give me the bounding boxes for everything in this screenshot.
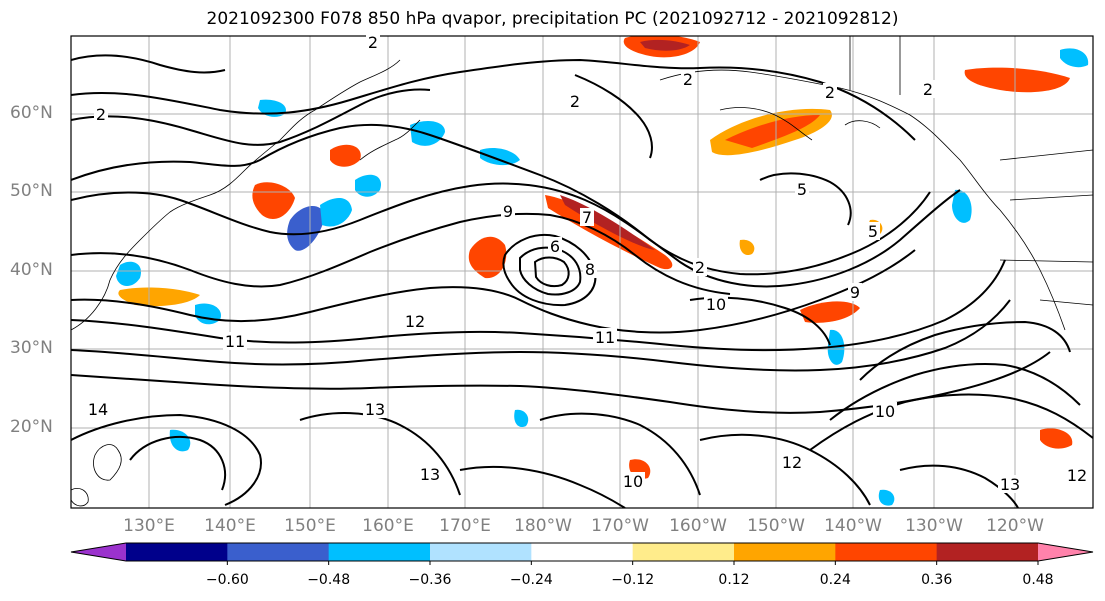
colorbar-segment (835, 543, 938, 561)
contour-label-bg (998, 475, 1022, 493)
contour-label-bg (403, 312, 427, 330)
plot-area (71, 36, 1093, 508)
contour-label-bg (366, 33, 380, 51)
colorbar-segment (1038, 543, 1093, 561)
contour-label: 12 (1067, 466, 1087, 485)
contour-label-bg (693, 258, 707, 276)
colorbar-segment (227, 543, 330, 561)
contour-label-bg (94, 105, 108, 123)
contour-label: 14 (88, 400, 108, 419)
contour-label-bg (848, 283, 862, 301)
contour-label-bg (681, 70, 695, 88)
contour-label: 5 (797, 180, 807, 199)
lon-label-130e: 130°E (123, 516, 175, 536)
contour-label-bg (873, 402, 897, 420)
colorbar-segment (126, 543, 228, 561)
anomaly-shading (116, 36, 1089, 506)
lat-label-60n: 60°N (10, 103, 53, 123)
contour-label: 11 (595, 328, 615, 347)
lon-label-150e: 150°E (284, 516, 336, 536)
contour-label-bg (568, 92, 582, 110)
contour-label: 5 (868, 222, 878, 241)
colorbar (70, 542, 1094, 565)
lon-label-170e: 170°E (439, 516, 491, 536)
lon-label-130w: 130°W (905, 516, 963, 536)
contour-label: 13 (1000, 475, 1020, 494)
contour-label-bg (823, 83, 837, 101)
colorbar-segment (71, 543, 126, 561)
contour-label: 2 (96, 105, 106, 124)
lat-label-20n: 20°N (10, 417, 53, 437)
lon-label-180w: 180°W (514, 516, 572, 536)
contour-label-bg (593, 328, 617, 346)
colorbar-segment (936, 543, 1039, 561)
contour-label-bg (501, 202, 515, 220)
contour-label: 11 (225, 332, 245, 351)
contour-label: 9 (850, 283, 860, 302)
lat-label-30n: 30°N (10, 338, 53, 358)
colorbar-tick-label: −0.36 (408, 572, 452, 588)
colorbar-segment (531, 543, 634, 561)
contour-label: 10 (623, 472, 643, 491)
lon-label-170w: 170°W (591, 516, 649, 536)
contour-label: 2 (825, 83, 835, 102)
contour-label-bg (418, 465, 442, 483)
lon-label-120w: 120°W (986, 516, 1044, 536)
contour-label-bg (86, 400, 110, 418)
lat-label-40n: 40°N (10, 260, 53, 280)
contour-label: 9 (503, 202, 513, 221)
colorbar-tick-label: −0.24 (509, 572, 553, 588)
lon-label-160w: 160°W (669, 516, 727, 536)
colorbar-tick-label: 0.48 (1022, 572, 1054, 588)
coastlines (71, 36, 1093, 507)
contour-label-bg (795, 180, 809, 198)
contour-label: 10 (706, 295, 726, 314)
contour-label: 2 (683, 70, 693, 89)
colorbar-segment (328, 543, 431, 561)
lat-label-50n: 50°N (10, 181, 53, 201)
lon-label-160e: 160°E (362, 516, 414, 536)
colorbar-tick-label: 0.24 (819, 572, 851, 588)
contour-label: 13 (420, 465, 440, 484)
contour-label: 6 (550, 237, 560, 256)
contour-label: 2 (570, 92, 580, 111)
colorbar-outline (70, 542, 1094, 562)
contour-labels: 2 2 2 2 2 2 2 5 5 6 7 8 9 9 10 10 10 11 11 12 12 12 13 13 13 14 (86, 33, 1089, 494)
contour-label: 8 (585, 260, 595, 279)
colorbar-segment (430, 543, 532, 561)
contour-label-bg (583, 260, 597, 278)
contour-label-bg (580, 208, 594, 226)
contour-label: 2 (923, 80, 933, 99)
colorbar-tick-label: 0.36 (921, 572, 953, 588)
contour-label: 2 (695, 258, 705, 277)
colorbar-segment (632, 543, 735, 561)
contour-label-bg (921, 80, 935, 98)
contour-label: 12 (405, 312, 425, 331)
colorbar-tick-label: −0.48 (307, 572, 351, 588)
contour-label: 2 (368, 33, 378, 52)
contour-label-bg (704, 295, 728, 313)
contour-label-bg (548, 237, 562, 255)
colorbar-tick-label: 0.12 (718, 572, 750, 588)
contour-label: 13 (365, 400, 385, 419)
map-title: 2021092300 F078 850 hPa qvapor, precipit… (206, 9, 899, 29)
colorbar-tick-label: −0.60 (205, 572, 249, 588)
contour-label-bg (621, 472, 645, 490)
contour-label-bg (866, 222, 880, 240)
contour-label-bg (223, 332, 247, 350)
contour-label: 10 (875, 402, 895, 421)
contour-label: 12 (782, 453, 802, 472)
plot-frame (70, 35, 1094, 509)
gridlines (71, 36, 1093, 508)
colorbar-segment (734, 543, 836, 561)
contour-label: 7 (582, 208, 592, 227)
lon-label-140e: 140°E (204, 516, 256, 536)
contour-label-bg (1065, 466, 1089, 484)
lon-label-140w: 140°W (824, 516, 882, 536)
contour-label-bg (363, 400, 387, 418)
contour-label-bg (780, 453, 804, 471)
colorbar-tick-label: −0.12 (611, 572, 655, 588)
lon-label-150w: 150°W (747, 516, 805, 536)
